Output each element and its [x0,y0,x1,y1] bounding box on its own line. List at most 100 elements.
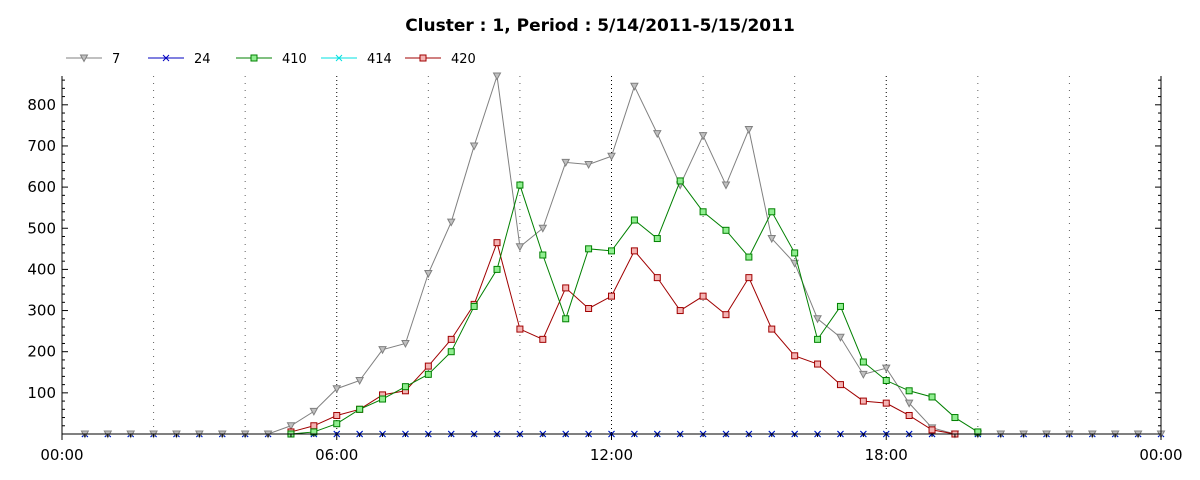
chart-title: Cluster : 1, Period : 5/14/2011-5/15/201… [405,16,795,36]
legend-item-24: 24 [148,52,211,67]
data-point [250,54,258,62]
data-point [790,259,800,268]
data-point [608,247,615,255]
data-point [561,158,571,167]
data-point [356,405,364,413]
legend-item-410: 410 [236,52,307,67]
x-tick-label: 06:00 [315,446,358,464]
x-tick-label: 00:00 [1139,446,1182,464]
data-point [767,235,777,244]
data-point [424,370,432,378]
data-point [859,370,868,379]
data-point [286,422,296,431]
data-point [332,385,342,394]
data-point [162,54,170,62]
data-point [516,325,524,333]
data-point [447,348,455,356]
data-point [836,333,845,342]
x-tick-label: 18:00 [865,446,908,464]
data-point [492,72,502,81]
data-point [882,377,890,385]
data-point [768,208,776,216]
legend-label: 420 [451,52,476,67]
data-point [539,335,547,343]
data-point [928,393,936,401]
y-tick-label: 300 [27,302,56,320]
axes: 100 200 300 400 500 600 700 800 00:00 06:00 12:00 1… [27,76,1183,464]
legend-label: 410 [282,52,307,67]
data-point [744,125,754,135]
data-point [653,235,661,243]
data-point [722,226,730,234]
data-point [630,216,638,224]
legend-item-7: 7 [66,52,120,67]
data-point [401,383,409,391]
data-point [699,292,707,300]
data-point [859,397,867,405]
data-point [676,177,684,185]
data-point [951,414,959,422]
series-line [290,241,956,435]
data-point [562,284,570,292]
data-point [333,420,341,428]
data-point [515,243,525,252]
data-point [722,311,730,319]
data-point [584,160,593,170]
y-tick-label: 700 [27,137,56,155]
data-point [539,251,547,259]
data-point [814,360,822,368]
data-point [355,377,364,386]
data-point [836,302,844,310]
data-point [493,265,501,273]
data-point [493,239,501,247]
data-point [423,270,433,279]
legend-label: 24 [194,52,211,67]
data-point [401,339,410,349]
data-point [699,208,707,216]
data-point [836,381,844,389]
data-point [79,54,89,63]
data-point [652,130,662,139]
x-tick-label: 00:00 [40,446,83,464]
y-tick-label: 500 [27,219,56,237]
series-layer [80,72,1166,439]
y-tick-label: 600 [27,178,56,196]
data-point [310,422,318,430]
series-line [84,75,1161,435]
data-point [904,399,914,408]
data-point [745,253,753,261]
y-tick-label: 100 [27,384,56,402]
legend: 7 24 410 414 420 [66,52,476,67]
data-point [446,218,456,227]
data-point [882,399,890,407]
data-point [379,395,387,403]
data-point [335,54,343,62]
data-point [608,292,615,300]
data-point [447,335,455,343]
data-point [424,362,432,370]
series-7 [80,72,1166,439]
grid [153,76,1070,434]
legend-label: 7 [112,52,120,67]
data-point [630,247,638,255]
data-point [333,411,341,419]
data-point [585,304,593,312]
y-tick-label: 400 [27,260,56,278]
data-point [630,82,639,91]
legend-item-414: 414 [321,52,392,67]
data-point [768,325,776,333]
series-410 [287,177,982,438]
data-point [881,364,891,373]
data-point [653,274,661,282]
legend-item-420: 420 [405,52,476,67]
y-tick-label: 200 [27,343,56,361]
data-point [538,224,548,233]
x-tick-label: 12:00 [590,446,633,464]
data-point [791,249,799,257]
data-point [419,54,427,62]
data-point [905,387,913,395]
data-point [562,315,570,323]
data-point [928,426,936,434]
data-point [859,358,867,366]
